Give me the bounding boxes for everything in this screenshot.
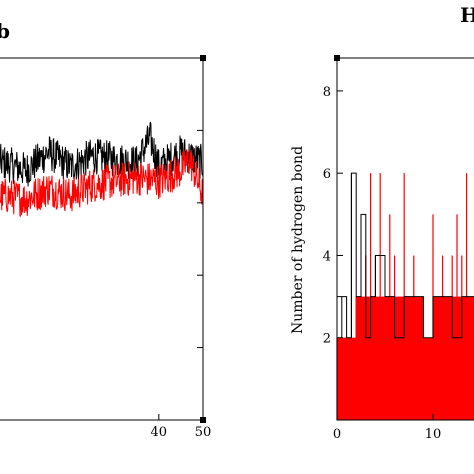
panel-b-x-tick-label: 50 bbox=[195, 425, 212, 440]
panel-h-y-tick-label: 2 bbox=[323, 332, 331, 347]
panel-h-x-tick-label: 10 bbox=[425, 427, 442, 442]
panel-h-x-tick-label: 0 bbox=[333, 427, 341, 442]
panel-h-series-group bbox=[336, 172, 474, 420]
panel-h-red-block bbox=[389, 296, 395, 420]
panel-h-y-axis-title: Number of hydrogen bond bbox=[290, 146, 306, 334]
panel-b-series-line-1 bbox=[0, 148, 204, 218]
panel-h-black-step-line bbox=[337, 172, 474, 339]
panel-h-red-block bbox=[399, 296, 405, 420]
panel-h-red-block bbox=[428, 337, 433, 420]
panel-h-red-block bbox=[346, 337, 357, 420]
panel-h-x-ticks: 0 10 bbox=[333, 414, 441, 442]
panel-h-frame bbox=[336, 57, 474, 421]
panel-h-red-block bbox=[452, 296, 457, 420]
panel-h-red-block bbox=[337, 337, 347, 420]
panel-b-plot-area: 04050 bbox=[0, 55, 211, 440]
panel-b-series-line-0 bbox=[0, 121, 204, 187]
panel-b-frame bbox=[0, 57, 204, 421]
panel-b-y-ticks bbox=[197, 129, 203, 349]
panel-h-red-block bbox=[423, 337, 429, 420]
panel-h-red-block bbox=[437, 296, 443, 420]
panel-h-red-block bbox=[466, 296, 472, 420]
panel-h-plot-area: 2 4 6 8 0 10 Number of hydrogen bond bbox=[290, 55, 474, 442]
panel-b-x-tick-label: 40 bbox=[151, 425, 168, 440]
panel-h-red-block bbox=[370, 296, 376, 420]
panel-b-corner-marker bbox=[200, 55, 206, 61]
panel-h-red-block bbox=[433, 296, 438, 420]
panel-h-red-block bbox=[394, 296, 400, 420]
panel-h-red-block bbox=[361, 296, 366, 420]
panel-h-label: H bbox=[460, 3, 474, 27]
panel-h-red-block bbox=[442, 296, 448, 420]
panel-h-red-block bbox=[404, 296, 409, 420]
panel-h-red-block bbox=[413, 296, 419, 420]
panel-h-red-block bbox=[447, 296, 453, 420]
panel-b-label: b bbox=[0, 19, 10, 43]
panel-h-red-block bbox=[457, 296, 462, 420]
panel-h-red-block bbox=[380, 296, 385, 420]
panel-b: b 04050 bbox=[0, 19, 211, 440]
panel-h-y-tick-label: 6 bbox=[323, 167, 331, 182]
panel-h-corner-marker bbox=[334, 55, 340, 61]
panel-h-red-block bbox=[356, 296, 361, 420]
panel-h-red-block bbox=[409, 296, 414, 420]
panel-h-y-tick-label: 4 bbox=[323, 249, 331, 264]
panel-b-series-group bbox=[0, 121, 204, 218]
panel-h-y-tick-label: 8 bbox=[323, 85, 331, 100]
panel-h-red-block bbox=[375, 296, 381, 420]
panel-h-red-block bbox=[461, 296, 467, 420]
panel-h-red-block bbox=[365, 296, 371, 420]
panel-b-x-ticks: 04050 bbox=[151, 414, 212, 440]
panel-h-red-block bbox=[418, 296, 424, 420]
panel-h-red-block bbox=[471, 296, 474, 420]
panel-h-y-ticks: 2 4 6 8 bbox=[323, 85, 343, 347]
panel-h: H 2 4 6 8 0 10 Number of hydrogen bond bbox=[290, 3, 474, 442]
panel-h-red-block bbox=[385, 296, 390, 420]
